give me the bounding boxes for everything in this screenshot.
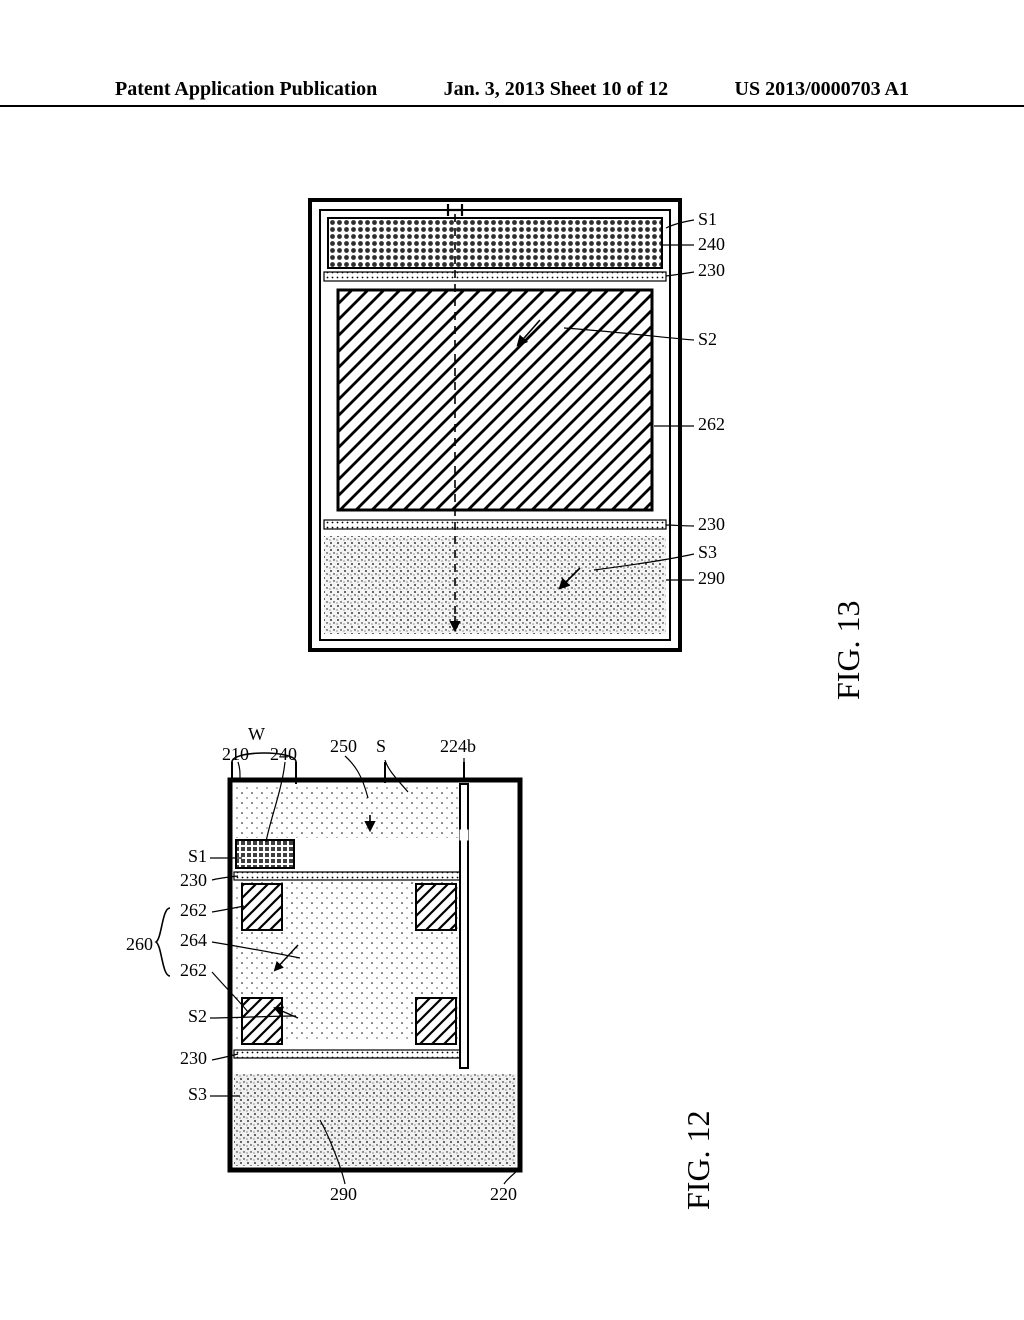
ref-262-top: 262 [180, 900, 207, 920]
figure-13-svg: S1 240 230 S2 262 230 S3 290 [280, 170, 800, 690]
ref-260: 260 [126, 934, 153, 954]
figure-12-svg: W S 210 240 250 224b S1 230 262 264 262 … [120, 720, 640, 1220]
ref-224b: 224b [440, 736, 476, 756]
header-right: US 2013/0000703 A1 [735, 78, 909, 101]
ref-210: 210 [222, 744, 249, 764]
fig12-device [230, 753, 520, 1170]
ref-S2-13: S2 [698, 329, 717, 349]
ref-230-bot: 230 [180, 1048, 207, 1068]
header-center: Jan. 3, 2013 Sheet 10 of 12 [444, 78, 668, 101]
ref-290-13: 290 [698, 568, 725, 588]
ref-230t-13: 230 [698, 260, 725, 280]
ref-250: 250 [330, 736, 357, 756]
ref-S1-13: S1 [698, 209, 717, 229]
figure-12-area: W S 210 240 250 224b S1 230 262 264 262 … [0, 740, 1024, 1240]
fig13-device [310, 200, 680, 650]
fig12-label: FIG. 12 [680, 1110, 717, 1210]
ref-S: S [376, 736, 386, 756]
ref-290: 290 [330, 1184, 357, 1204]
ref-262-bot: 262 [180, 960, 207, 980]
ref-262-13: 262 [698, 414, 725, 434]
ref-240-top: 240 [270, 744, 297, 764]
figure-13-area: S1 240 230 S2 262 230 S3 290 FIG. 13 [0, 170, 1024, 710]
ref-S3: S3 [188, 1084, 207, 1104]
ref-230b-13: 230 [698, 514, 725, 534]
ref-264: 264 [180, 930, 207, 950]
ref-S1: S1 [188, 846, 207, 866]
ref-230-top: 230 [180, 870, 207, 890]
fig13-label: FIG. 13 [830, 600, 867, 700]
header-left: Patent Application Publication [115, 78, 377, 101]
ref-W: W [248, 724, 265, 744]
ref-S2: S2 [188, 1006, 207, 1026]
ref-S3-13: S3 [698, 542, 717, 562]
ref-220: 220 [490, 1184, 517, 1204]
page-header: Patent Application Publication Jan. 3, 2… [0, 78, 1024, 107]
ref-240-13: 240 [698, 234, 725, 254]
